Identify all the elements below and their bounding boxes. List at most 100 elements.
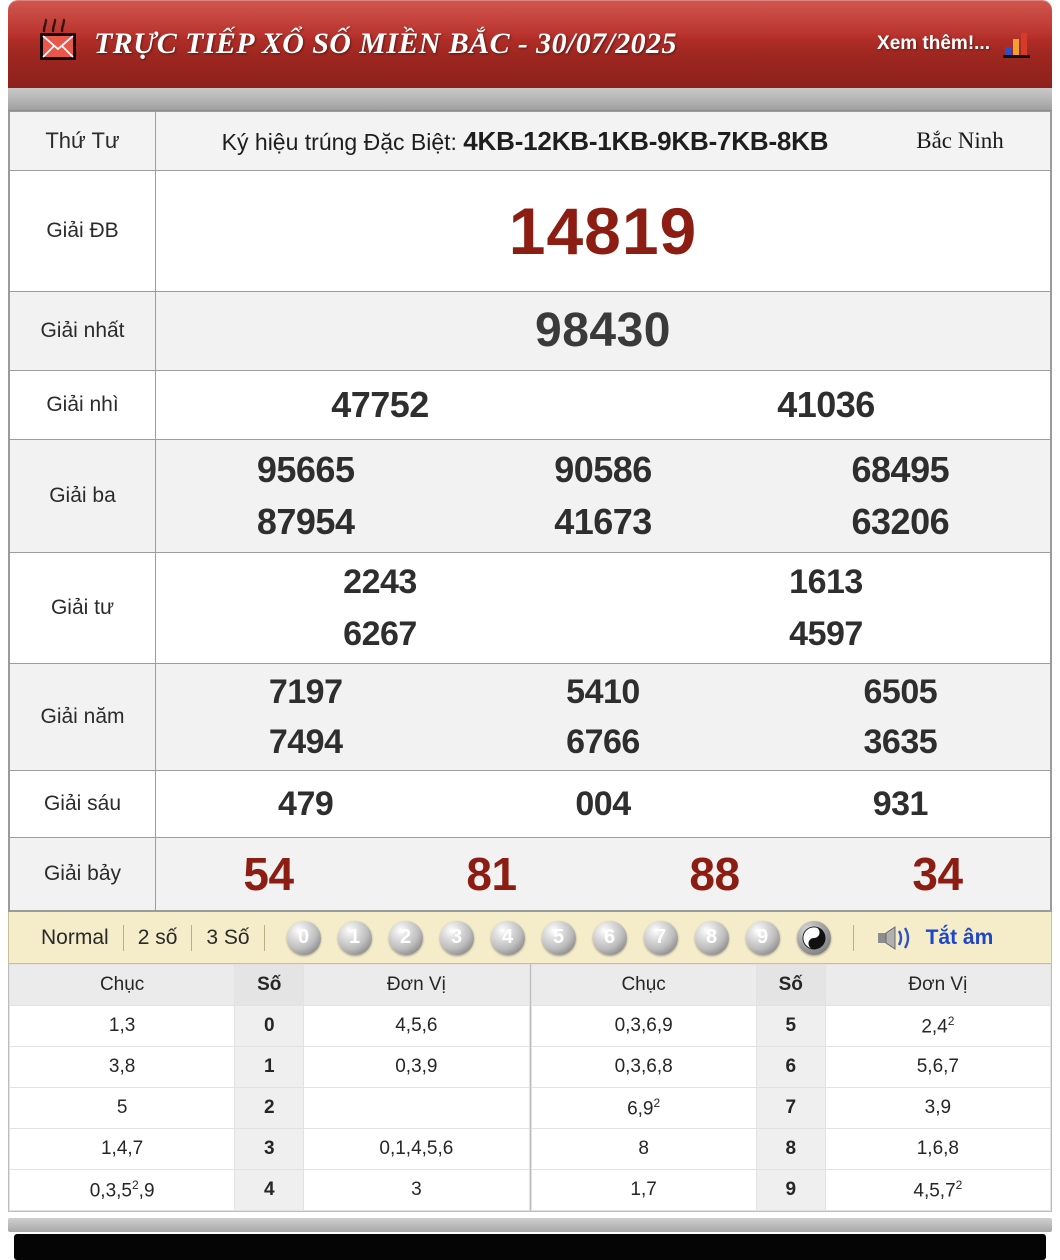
cell-so: 7 xyxy=(755,1087,826,1129)
cell-donvi: 5,6,7 xyxy=(824,1046,1052,1088)
table-row: 0,3,6,8 6 5,6,7 xyxy=(530,1046,1052,1088)
mail-envelope-icon xyxy=(34,18,80,70)
cell-chuc: 0,3,6,9 xyxy=(530,1005,757,1047)
yin-yang-icon[interactable] xyxy=(796,920,831,955)
prize-number: 63206 xyxy=(851,501,950,542)
digit-ball-7[interactable]: 7 xyxy=(643,920,678,955)
cell-donvi: 0,3,9 xyxy=(303,1046,530,1088)
prize-row-sixth: Giải sáu 479 004 931 xyxy=(9,770,1051,838)
digit-ball-4[interactable]: 4 xyxy=(490,920,525,955)
prize-row-second: Giải nhì 47752 41036 xyxy=(9,370,1051,440)
cell-donvi: 3,9 xyxy=(824,1087,1052,1129)
sound-control[interactable]: Tắt âm xyxy=(876,924,994,952)
cell-donvi: 3 xyxy=(303,1169,530,1211)
prize-number: 4597 xyxy=(789,615,863,653)
digit-ball-8[interactable]: 8 xyxy=(694,920,729,955)
chuc-sup: 2 xyxy=(131,1177,139,1192)
chuc-text: 6,9 xyxy=(627,1098,654,1120)
header-chuc: Chục xyxy=(8,964,236,1006)
prize-number: 87954 xyxy=(256,501,355,542)
digit-ball-2[interactable]: 2 xyxy=(388,920,423,955)
prize-label: Giải sáu xyxy=(9,770,156,838)
prize-values: 95665 90586 68495 87954 41673 63206 xyxy=(155,439,1051,553)
prize-row-seventh: Giải bảy 54 81 88 34 xyxy=(9,837,1051,911)
prize-number: 68495 xyxy=(851,449,950,490)
chuc-text: 0,3,5 xyxy=(89,1180,132,1202)
header-chuc: Chục xyxy=(530,964,757,1006)
mode-normal[interactable]: Normal xyxy=(41,925,109,949)
prize-number: 6505 xyxy=(863,673,938,711)
prize-number: 81 xyxy=(466,848,517,900)
symbol-value: 4KB-12KB-1KB-9KB-7KB-8KB xyxy=(463,125,829,156)
header-right-group: Xem thêm!... xyxy=(877,30,1032,58)
digit-ball-9[interactable]: 9 xyxy=(745,920,780,955)
prize-number: 479 xyxy=(278,784,334,823)
digit-ball-0[interactable]: 0 xyxy=(286,920,321,955)
cell-chuc: 3,8 xyxy=(8,1046,236,1088)
prize-number: 90586 xyxy=(554,449,652,490)
prize-label: Giải tư xyxy=(9,552,156,664)
header-so: Số xyxy=(755,964,826,1006)
page-title: TRỰC TIẾP XỔ SỐ MIỀN BẮC - 30/07/2025 xyxy=(94,27,677,60)
mute-label[interactable]: Tắt âm xyxy=(925,925,994,949)
prize-number: 41036 xyxy=(777,384,875,425)
header-so: Số xyxy=(234,964,305,1006)
prize-number: 5410 xyxy=(566,673,640,711)
table-row: 1,4,7 3 0,1,4,5,6 xyxy=(8,1128,530,1170)
cell-chuc: 6,92 xyxy=(530,1087,757,1129)
cell-so: 6 xyxy=(755,1046,826,1088)
prize-number: 54 xyxy=(243,848,294,900)
digit-ball-5[interactable]: 5 xyxy=(541,920,576,955)
prize-row-fourth: Giải tư 2243 1613 6267 4597 xyxy=(9,552,1051,664)
control-bar: Normal 2 số 3 Số 0 1 2 3 4 5 6 7 8 9 xyxy=(8,912,1052,964)
mode-2so[interactable]: 2 số xyxy=(137,925,178,949)
weekday-cell: Thứ Tư xyxy=(9,111,156,171)
cell-donvi: 2,42 xyxy=(824,1005,1052,1047)
donvi-text: 4,5,7 xyxy=(913,1180,956,1202)
prize-number: 7494 xyxy=(268,723,343,761)
speaker-icon[interactable] xyxy=(876,924,918,952)
cell-chuc: 0,3,52,9 xyxy=(8,1169,236,1211)
mode-3so[interactable]: 3 Số xyxy=(206,925,250,949)
table-row: 6,92 7 3,9 xyxy=(530,1087,1052,1129)
prize-label: Giải nhất xyxy=(9,291,156,371)
cell-chuc: 1,3 xyxy=(8,1005,236,1047)
table-row: 1,3 0 4,5,6 xyxy=(8,1005,530,1047)
table-row: 0,3,6,9 5 2,42 xyxy=(530,1005,1052,1047)
prize-label: Giải nhì xyxy=(9,370,156,440)
prize-values: 14819 xyxy=(155,170,1051,292)
prize-number: 98430 xyxy=(535,304,671,357)
cell-chuc: 8 xyxy=(530,1128,757,1170)
prize-number: 41673 xyxy=(554,501,652,542)
cell-chuc: 5 xyxy=(8,1087,236,1129)
prize-number: 931 xyxy=(872,784,929,823)
prize-number: 6766 xyxy=(566,723,640,761)
prize-number: 14819 xyxy=(508,194,698,268)
digit-ball-3[interactable]: 3 xyxy=(439,920,474,955)
results-board: Thứ Tư Ký hiệu trúng Đặc Biệt: 4KB-12KB-… xyxy=(8,111,1052,912)
symbol-cell: Ký hiệu trúng Đặc Biệt: 4KB-12KB-1KB-9KB… xyxy=(155,111,1051,171)
prize-number: 47752 xyxy=(331,384,429,425)
bar-chart-icon[interactable] xyxy=(1002,30,1032,58)
prize-row-db: Giải ĐB 14819 xyxy=(9,170,1051,292)
footer-gray-bar xyxy=(8,1218,1052,1232)
table-row: 8 8 1,6,8 xyxy=(530,1128,1052,1170)
donvi-sup: 2 xyxy=(955,1177,963,1192)
cell-so: 5 xyxy=(755,1005,826,1047)
donvi-sup: 2 xyxy=(947,1013,955,1028)
prize-number: 95665 xyxy=(256,449,355,490)
digit-ball-1[interactable]: 1 xyxy=(337,920,372,955)
cell-chuc: 1,4,7 xyxy=(8,1128,236,1170)
digit-ball-6[interactable]: 6 xyxy=(592,920,627,955)
province-label: Bắc Ninh xyxy=(916,128,1004,153)
separator xyxy=(191,924,193,951)
prize-label: Giải bảy xyxy=(9,837,156,911)
see-more-link[interactable]: Xem thêm!... xyxy=(877,33,990,54)
prize-row-third: Giải ba 95665 90586 68495 87954 41673 63… xyxy=(9,439,1051,553)
prize-number: 7197 xyxy=(268,673,343,711)
prize-number: 34 xyxy=(912,848,963,900)
cell-chuc: 1,7 xyxy=(530,1169,757,1211)
prize-row-fifth: Giải năm 7197 5410 6505 7494 6766 3635 xyxy=(9,663,1051,771)
table-header-row: Chục Số Đơn Vị xyxy=(530,964,1052,1006)
cell-donvi: 0,1,4,5,6 xyxy=(303,1128,530,1170)
